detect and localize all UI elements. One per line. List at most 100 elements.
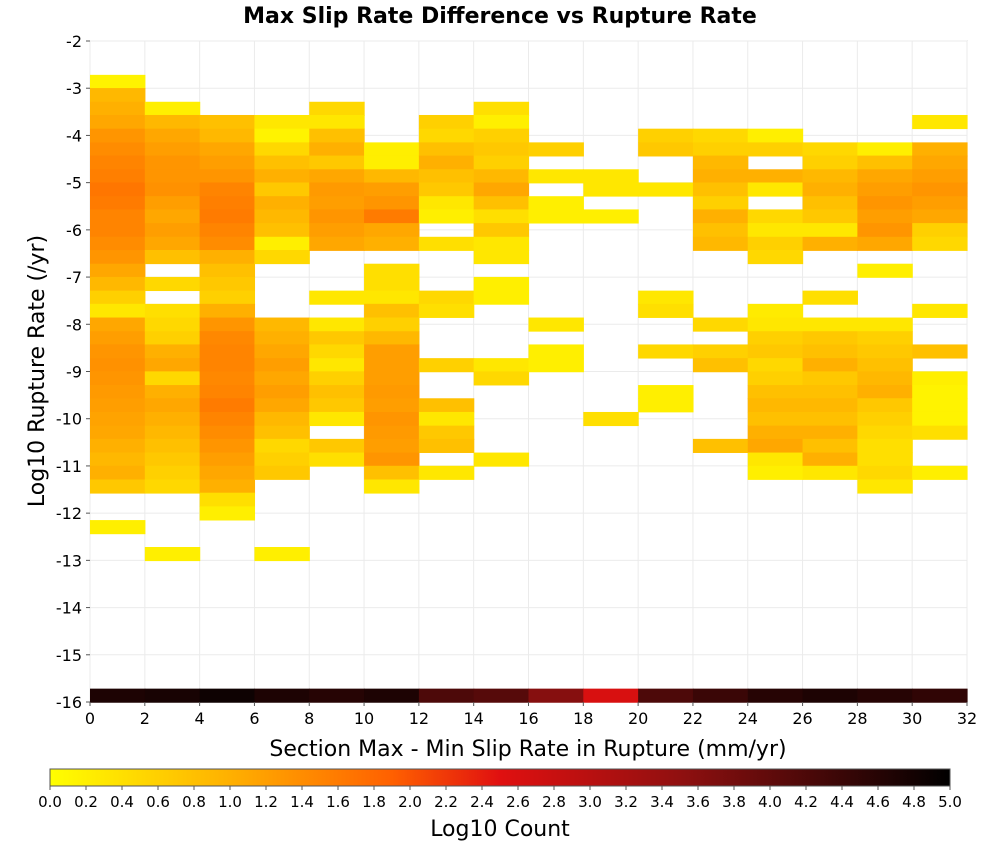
heatmap-cell [364,155,420,170]
x-tick-label: 30 [902,709,922,728]
heatmap-cell [692,155,749,170]
heatmap-cell [309,317,365,332]
heatmap-cell [747,465,804,480]
heatmap-cell [747,317,804,332]
heatmap-cell [638,385,694,400]
colorbar-tick-label: 2.4 [470,793,494,811]
colorbar-label: Log10 Count [430,817,570,842]
heatmap-cell [90,358,146,373]
colorbar-ticks: 0.0 0.2 0.4 0.6 0.8 1.0 1.2 1.4 1.6 1.8 2.0 2.2 2.4 2… [38,786,962,811]
heatmap-cell [912,236,968,251]
heatmap-cell [144,398,201,413]
heatmap-cell [912,398,968,413]
heatmap-cell [254,317,310,332]
heatmap-cell [912,411,968,427]
heatmap-cell [90,344,146,359]
heatmap-cell [857,688,913,703]
heatmap-cell [638,303,694,318]
heatmap-cell [199,371,256,386]
heatmap-cell [254,425,310,440]
heatmap-cell [912,209,968,224]
heatmap-cell [90,250,146,265]
colorbar-tick-label: 1.8 [362,793,386,811]
heatmap-cell [144,182,201,197]
heatmap-cell [309,155,365,170]
heatmap-cell [309,128,365,143]
heatmap-cell [309,385,365,400]
colorbar-tick-label: 0.0 [38,793,62,811]
heatmap-cell [418,438,475,453]
heatmap-cell [418,209,475,224]
heatmap-cell [638,182,694,197]
y-tick-label: -8 [66,315,82,334]
heatmap-cell [364,465,420,480]
heatmap-cell [199,250,256,265]
heatmap-cell [254,223,310,238]
heatmap-cell [90,465,146,480]
heatmap-cell [144,425,201,440]
heatmap-cell [199,344,256,359]
heatmap-cell [254,155,310,170]
heatmap-cell [418,128,475,143]
heatmap-cell [254,398,310,413]
heatmap-cell [254,452,310,467]
heatmap-cell [199,128,256,143]
heatmap-cell [199,452,256,467]
heatmap-cell [857,142,913,157]
heatmap-cell [144,114,201,130]
heatmap-cell [309,344,365,359]
heatmap-cell [90,411,146,427]
heatmap-cell [692,169,749,184]
heatmap-cell [857,155,913,170]
heatmap-cell [692,317,749,332]
heatmap-cell [364,317,420,332]
heatmap-cell [144,155,201,170]
heatmap-cell [254,331,310,346]
heatmap-cell [747,688,804,703]
heatmap-cell [528,142,584,157]
heatmap-cell [802,688,858,703]
heatmap-cell [418,114,475,130]
y-tick-label: -6 [66,221,82,240]
heatmap-cell [528,196,584,211]
heatmap-cell [912,114,968,130]
colorbar-tick-label: 0.8 [182,793,206,811]
heatmap-cell [802,155,858,170]
heatmap-cell [90,276,146,292]
x-tick-label: 14 [464,709,484,728]
heatmap-cell [857,385,913,400]
heatmap-cell [144,196,201,211]
heatmap-cell [90,385,146,400]
heatmap-cell [638,128,694,143]
heatmap-cell [364,263,420,278]
heatmap-cell [692,223,749,238]
heatmap-cell [528,358,584,373]
heatmap-cell [309,371,365,386]
heatmap-cell [418,398,475,413]
heatmap-cell [473,452,530,467]
heatmap-cell [418,688,475,703]
heatmap-cell [364,196,420,211]
heatmap-cell [254,182,310,197]
heatmap-cell [802,398,858,413]
x-tick-label: 2 [140,709,150,728]
heatmap-cell [90,263,146,278]
heatmap-cell [144,465,201,480]
heatmap-cell [802,371,858,386]
heatmap-cells [90,74,968,703]
heatmap-cell [309,209,365,224]
heatmap-cell [144,128,201,143]
heatmap-cell [473,209,530,224]
heatmap-cell [857,209,913,224]
heatmap-cell [857,263,913,278]
heatmap-cell [254,546,310,562]
heatmap-cell [144,479,201,494]
colorbar-tick-label: 3.8 [722,793,746,811]
heatmap-cell [364,276,420,292]
heatmap-cell [90,425,146,440]
heatmap-cell [254,411,310,427]
heatmap-cell [857,331,913,346]
heatmap-cell [90,74,146,89]
x-tick-label: 12 [409,709,429,728]
heatmap-cell [473,142,530,157]
